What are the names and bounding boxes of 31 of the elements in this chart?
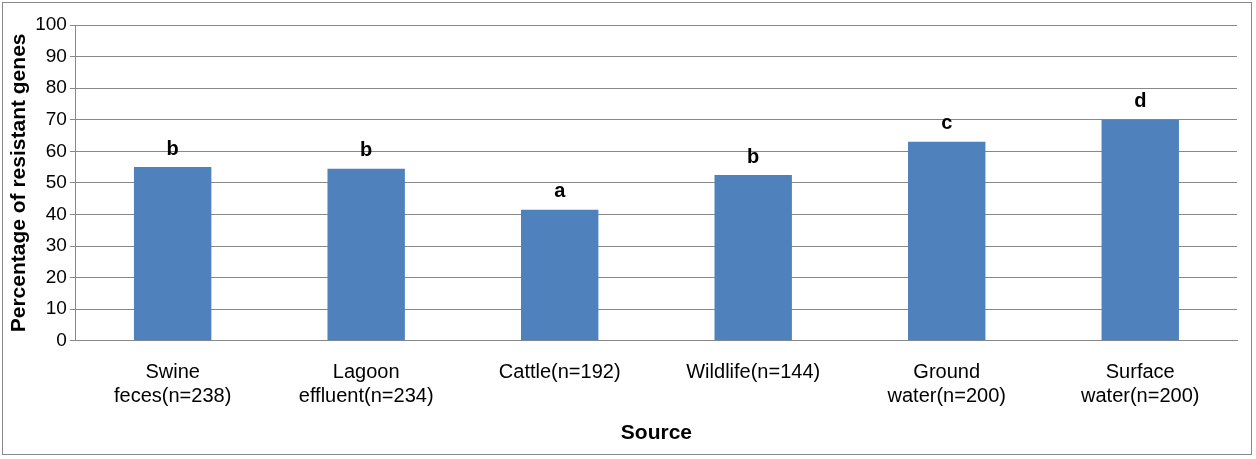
y-tick-label: 10 — [45, 297, 67, 319]
bar — [520, 209, 599, 341]
y-tick-label: 0 — [56, 329, 67, 351]
y-tick-label: 60 — [45, 139, 67, 161]
y-tick-label: 100 — [35, 13, 67, 35]
x-tick-label: Lagoon effluent(n=234) — [298, 360, 434, 407]
y-tick-label: 20 — [45, 265, 67, 287]
x-tick-label: Ground water(n=200) — [886, 360, 1006, 407]
x-tick-label: Cattle(n=192) — [498, 360, 621, 383]
annotation: d — [1134, 89, 1147, 112]
x-tick-label: Wildlife(n=144) — [686, 360, 821, 383]
y-tick-label: 90 — [45, 44, 67, 66]
y-tick-label: 70 — [45, 107, 67, 129]
annotation: c — [941, 111, 953, 134]
bar — [1101, 119, 1179, 341]
bar — [908, 141, 986, 341]
x-axis-title: Source — [620, 420, 693, 444]
annotation: a — [554, 179, 567, 202]
y-axis-title: Percentage of resistant genes — [6, 33, 30, 333]
annotation: b — [166, 136, 179, 159]
y-tick-label: 30 — [45, 234, 67, 256]
annotation: b — [747, 144, 760, 167]
bar — [327, 168, 405, 341]
bar — [714, 175, 792, 341]
y-tick-label: 50 — [45, 171, 67, 193]
x-tick-label: Surface water(n=200) — [1080, 360, 1200, 407]
bar — [133, 167, 212, 341]
x-tick-label: Swine feces(n=238) — [114, 360, 232, 407]
y-tick-label: 40 — [45, 202, 67, 224]
annotation: b — [360, 138, 373, 161]
y-tick-label: 80 — [45, 76, 67, 98]
